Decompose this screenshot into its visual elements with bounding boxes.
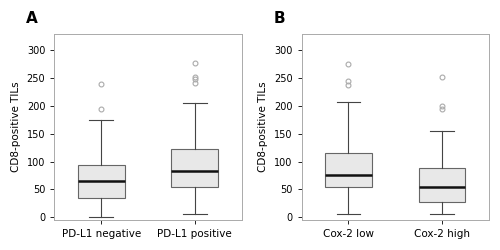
PathPatch shape <box>172 149 218 186</box>
Text: A: A <box>26 11 38 26</box>
Y-axis label: CD8-positive TILs: CD8-positive TILs <box>11 82 21 172</box>
PathPatch shape <box>78 166 124 198</box>
PathPatch shape <box>418 168 466 202</box>
PathPatch shape <box>325 153 372 186</box>
Y-axis label: CD8-positive TILs: CD8-positive TILs <box>258 82 268 172</box>
Text: B: B <box>274 11 285 26</box>
